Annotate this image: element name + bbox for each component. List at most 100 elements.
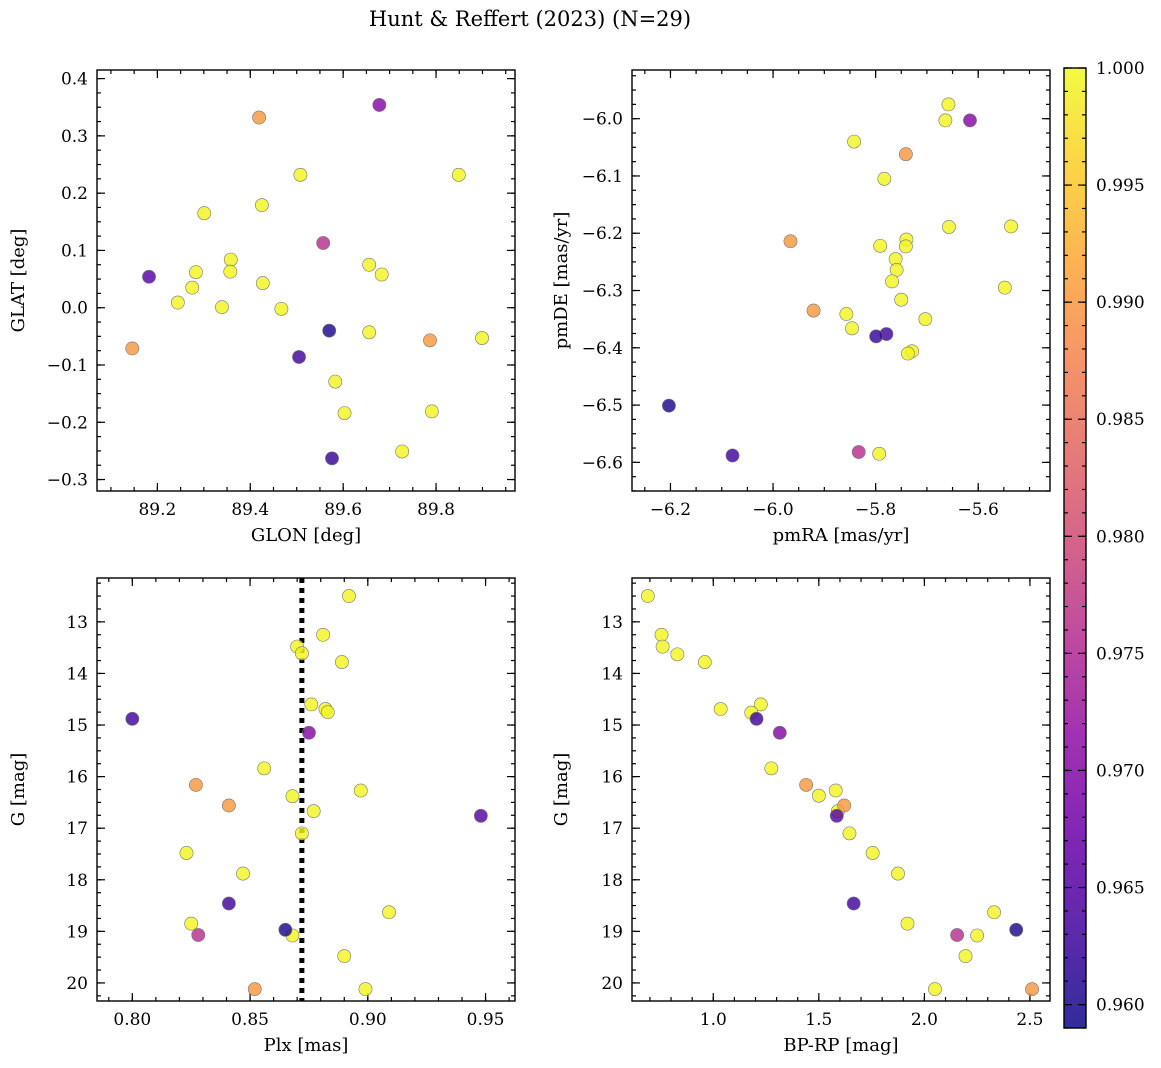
y-tick-label: 20	[601, 974, 623, 994]
data-point	[918, 312, 933, 327]
y-tick-label: −6.2	[582, 224, 623, 244]
colorbar-tick-label: 0.990	[1096, 293, 1145, 313]
data-point	[189, 265, 203, 280]
data-point	[423, 333, 437, 348]
data-point	[1004, 219, 1018, 234]
data-point	[221, 798, 236, 813]
x-axis-label: Plx [mas]	[264, 1035, 349, 1056]
data-point	[655, 639, 670, 654]
data-point	[938, 113, 953, 128]
colorbar-tick-label: 0.995	[1096, 176, 1145, 196]
data-point	[335, 655, 349, 669]
data-point	[851, 445, 866, 459]
x-tick-label: 0.85	[231, 1010, 269, 1030]
x-tick-label: 89.6	[324, 500, 362, 520]
x-tick-label: 2.5	[1016, 1010, 1043, 1030]
data-point	[662, 398, 676, 413]
y-axis-label: G [mag]	[8, 753, 29, 826]
data-point	[725, 448, 740, 463]
data-point	[872, 446, 887, 461]
x-tick-label: −5.8	[855, 500, 896, 520]
x-tick-label: 2.0	[911, 1010, 938, 1030]
data-point	[362, 257, 377, 272]
x-tick-label: 1.5	[805, 1010, 832, 1030]
x-tick-label: 0.80	[113, 1010, 151, 1030]
axes-frame	[631, 69, 1051, 492]
data-point	[894, 292, 909, 307]
data-point	[252, 110, 266, 125]
x-axis-label: GLON [deg]	[251, 525, 361, 546]
y-tick-label: −0.2	[47, 413, 88, 433]
data-point	[325, 451, 339, 466]
data-point	[179, 846, 194, 860]
data-point	[753, 697, 768, 712]
axes-frame	[96, 69, 516, 492]
colorbar-tick-label: 0.960	[1096, 996, 1145, 1016]
data-point	[783, 234, 798, 249]
data-point	[125, 711, 140, 726]
data-point	[928, 982, 942, 997]
data-point	[170, 295, 185, 310]
data-point	[749, 711, 764, 726]
y-tick-label: −6.1	[582, 167, 623, 187]
data-point	[342, 589, 356, 603]
data-point	[473, 808, 488, 823]
colorbar-tick-label: 1.000	[1096, 59, 1145, 79]
x-tick-label: 89.8	[417, 500, 455, 520]
data-point	[189, 777, 203, 792]
data-point	[424, 404, 439, 419]
colorbar-tick-label: 0.975	[1096, 644, 1145, 664]
y-tick-label: −0.1	[47, 356, 88, 376]
data-point	[713, 702, 728, 716]
y-tick-label: 20	[66, 974, 88, 994]
data-point	[869, 329, 884, 344]
data-point	[191, 928, 206, 942]
y-tick-label: 0.1	[61, 241, 88, 261]
x-tick-label: −6.2	[650, 500, 691, 520]
data-point	[215, 300, 229, 315]
data-point	[1009, 922, 1024, 937]
x-axis-label: BP-RP [mag]	[783, 1035, 898, 1056]
y-tick-label: −6.0	[582, 110, 623, 130]
colorbar-tick-label: 0.970	[1096, 761, 1145, 781]
data-point	[358, 982, 373, 997]
data-point	[670, 647, 685, 662]
data-point	[772, 725, 787, 740]
data-point	[877, 171, 892, 186]
y-tick-label: 16	[66, 768, 88, 788]
y-tick-label: 13	[66, 613, 88, 633]
data-point	[901, 346, 915, 361]
data-point	[257, 761, 272, 776]
data-point	[322, 323, 337, 338]
data-point	[316, 236, 331, 250]
data-point	[374, 267, 389, 282]
data-point	[293, 167, 308, 182]
data-point	[847, 134, 861, 149]
data-point	[294, 826, 309, 841]
y-tick-label: 15	[601, 716, 623, 736]
data-point	[302, 725, 316, 740]
data-point	[254, 198, 269, 213]
glon-glat-panel: 89.2 89.4 89.6 89.8 −0.3 −0.2 −0.1 0.0 0.1 0.2 0.3…	[8, 69, 516, 546]
colorbar: 0.960 0.965 0.970 0.975 0.980 0.985 0.990 0.995…	[1063, 59, 1145, 1029]
data-point	[997, 280, 1012, 295]
y-axis-label: GLAT [deg]	[8, 229, 29, 333]
y-tick-label: 19	[601, 922, 623, 942]
axes-frame	[96, 577, 516, 1002]
y-tick-label: −6.4	[582, 339, 623, 359]
data-point	[306, 804, 321, 819]
colorbar-tick-label: 0.985	[1096, 410, 1145, 430]
y-tick-label: 0.3	[61, 127, 88, 147]
x-tick-label: −5.6	[958, 500, 999, 520]
colorbar-gradient	[1064, 68, 1086, 1028]
data-point	[942, 220, 956, 234]
data-point	[278, 922, 293, 937]
y-axis-label: G [mag]	[551, 753, 572, 826]
y-tick-label: 16	[601, 768, 623, 788]
data-point	[184, 916, 199, 931]
x-tick-label: 89.2	[138, 500, 176, 520]
colorbar-tick-label: 0.965	[1096, 879, 1145, 899]
data-point	[328, 374, 343, 389]
y-tick-label: 0.4	[61, 70, 88, 90]
